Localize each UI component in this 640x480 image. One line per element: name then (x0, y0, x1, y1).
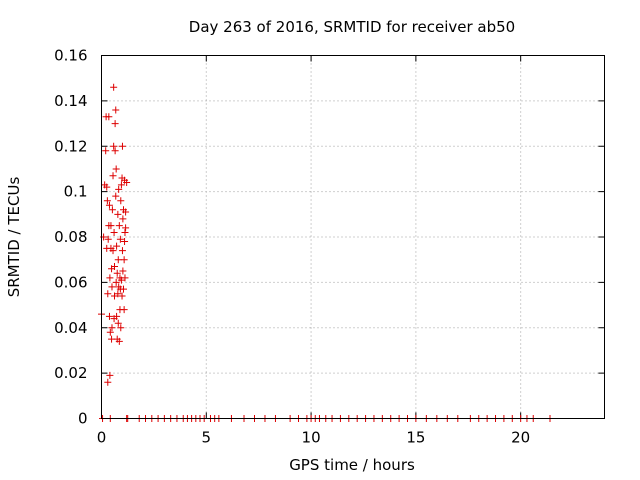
data-point (108, 324, 116, 332)
x-tick-label: 15 (406, 429, 425, 447)
y-tick-label: 0.04 (54, 319, 87, 337)
y-tick-label: 0.06 (54, 273, 87, 291)
data-point (123, 179, 131, 187)
grid-lines (101, 55, 605, 419)
data-point (113, 269, 121, 277)
data-point (121, 274, 129, 282)
data-point (113, 242, 121, 250)
data-point (122, 208, 130, 216)
y-axis-label: SRMTID / TECUs (5, 177, 23, 298)
data-point (117, 181, 125, 189)
data-point (108, 283, 116, 291)
data-point (117, 276, 125, 284)
data-point (106, 274, 114, 282)
data-point (102, 147, 110, 155)
data-point (105, 312, 113, 320)
data-point (112, 278, 120, 286)
data-points (98, 83, 554, 422)
data-point (118, 247, 126, 255)
chart-title: Day 263 of 2016, SRMTID for receiver ab5… (189, 18, 515, 36)
data-point (116, 235, 124, 243)
data-point (111, 147, 119, 155)
data-point (114, 319, 122, 327)
data-point (115, 337, 123, 345)
data-point (114, 290, 122, 298)
data-point (103, 197, 111, 205)
data-point (117, 324, 125, 332)
data-point (120, 306, 128, 314)
y-tick-label: 0 (78, 410, 88, 428)
x-tick-label: 5 (202, 429, 212, 447)
data-point (108, 206, 116, 214)
data-point (103, 183, 111, 191)
data-point (110, 142, 118, 150)
data-point (109, 172, 117, 180)
data-point (118, 142, 126, 150)
data-point (104, 378, 112, 386)
data-point (121, 228, 129, 236)
data-point (115, 185, 123, 193)
data-point (109, 247, 117, 255)
x-tick-label: 10 (302, 429, 321, 447)
x-tick-label: 0 (97, 429, 107, 447)
plot-frame (101, 55, 605, 419)
x-tick-label: 20 (511, 429, 530, 447)
data-point (106, 371, 114, 379)
data-point (122, 224, 130, 232)
y-tick-label: 0.1 (64, 183, 88, 201)
data-point (121, 238, 129, 246)
data-point (110, 228, 118, 236)
data-point (120, 285, 128, 293)
data-point (120, 256, 128, 264)
data-point (119, 215, 127, 223)
data-point (117, 197, 125, 205)
data-point (118, 292, 126, 300)
data-point (114, 256, 122, 264)
data-point (111, 120, 119, 128)
data-point (106, 328, 114, 336)
data-point (104, 235, 112, 243)
data-point (114, 210, 122, 218)
data-point (113, 312, 121, 320)
axis-ticks: 0 5 10 15 20 0 0.02 0.04 0.06 0.08 0.1 0.12 0.14 0.16 (54, 47, 605, 447)
data-point (112, 106, 120, 114)
x-axis-label: GPS time / hours (289, 456, 415, 474)
y-tick-label: 0.12 (54, 137, 87, 155)
data-point (115, 222, 123, 230)
data-point (110, 83, 118, 91)
data-point (105, 113, 113, 121)
data-point (107, 222, 115, 230)
data-point (105, 201, 113, 209)
data-point (119, 267, 127, 275)
data-point (112, 192, 120, 200)
data-point (112, 165, 120, 173)
y-tick-label: 0.14 (54, 92, 87, 110)
y-tick-label: 0.16 (54, 47, 87, 65)
data-point (104, 290, 112, 298)
data-point (110, 262, 118, 270)
y-tick-label: 0.02 (54, 364, 87, 382)
y-tick-label: 0.08 (54, 228, 87, 246)
